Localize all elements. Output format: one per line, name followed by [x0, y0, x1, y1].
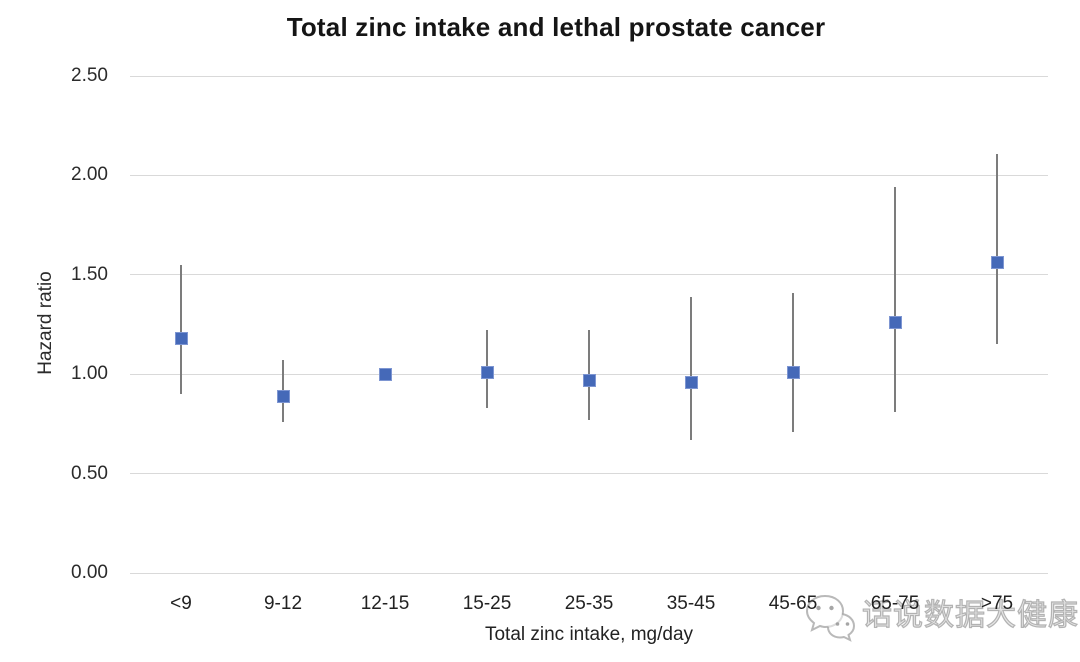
data-point-marker — [480, 365, 494, 379]
data-point-marker — [378, 367, 392, 381]
y-tick-label: 1.00 — [71, 363, 108, 385]
y-tick-label: 2.00 — [71, 164, 108, 186]
gridline — [130, 75, 1048, 77]
error-bar — [690, 296, 692, 440]
x-tick-label: 15-25 — [462, 593, 512, 614]
x-tick-label: 25-35 — [564, 593, 614, 614]
x-tick-label: >75 — [980, 593, 1014, 614]
x-tick-label: 9-12 — [263, 593, 303, 614]
x-axis-title: Total zinc intake, mg/day — [484, 624, 694, 645]
gridline — [130, 274, 1048, 276]
error-bar — [792, 292, 794, 432]
x-tick-label: 65-75 — [870, 593, 920, 614]
x-tick-label: <9 — [170, 593, 192, 614]
data-point-marker — [888, 316, 902, 329]
x-tick-label: 12-15 — [360, 593, 410, 614]
data-point-marker — [174, 331, 188, 345]
y-tick-label: 2.50 — [71, 65, 108, 86]
data-point-marker — [276, 389, 290, 403]
x-tick-label: 35-45 — [666, 593, 716, 614]
chart-title: Total zinc intake and lethal prostate ca… — [286, 12, 826, 42]
data-point-marker — [684, 375, 698, 389]
data-point-marker — [786, 365, 800, 379]
data-point-marker — [582, 373, 596, 387]
gridline — [130, 572, 1048, 574]
gridline — [130, 174, 1048, 176]
error-bar — [894, 187, 896, 412]
x-tick-label: 45-65 — [768, 593, 818, 614]
gridline — [130, 473, 1048, 475]
data-point-marker — [990, 256, 1004, 270]
y-tick-label: 0.50 — [71, 462, 108, 484]
error-bar — [180, 264, 182, 395]
y-tick-label: 1.50 — [71, 263, 108, 285]
y-axis-title: Hazard ratio — [35, 271, 56, 375]
y-tick-label: 0.00 — [71, 562, 108, 583]
error-bar — [996, 153, 998, 345]
plot-area — [130, 75, 1048, 574]
